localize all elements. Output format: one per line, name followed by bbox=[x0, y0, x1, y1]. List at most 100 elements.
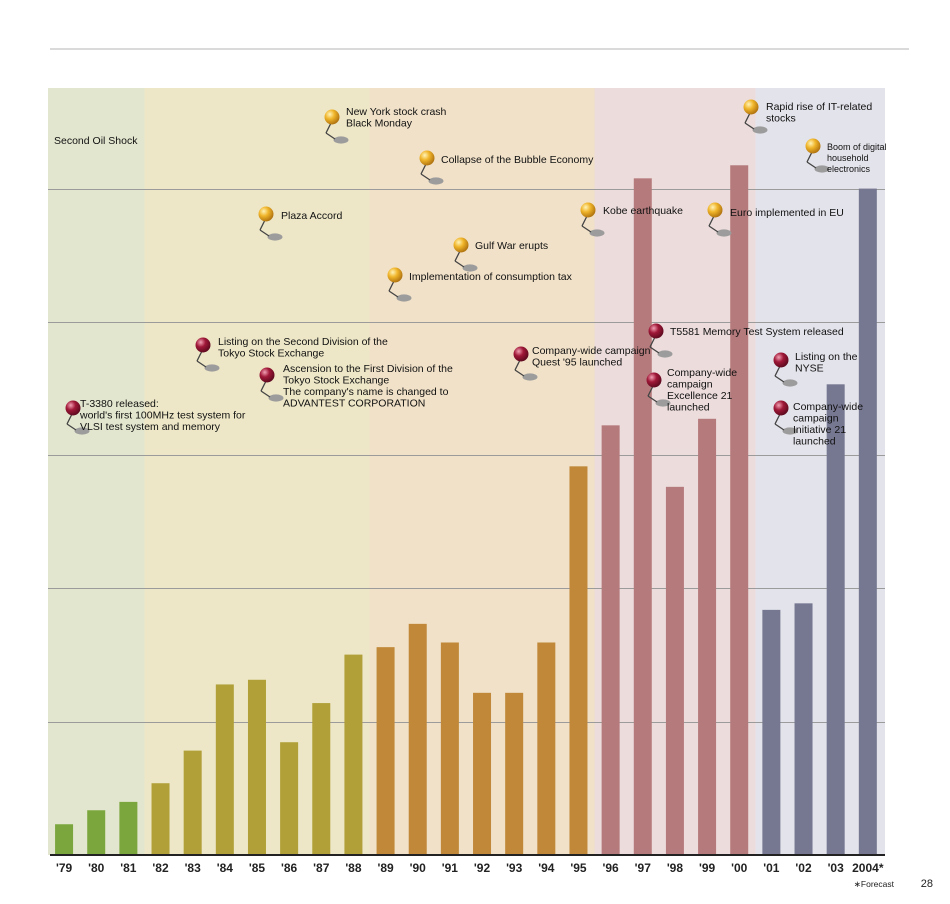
annotation-text-line: Kobe earthquake bbox=[603, 205, 683, 217]
bar-85 bbox=[247, 679, 266, 855]
annotation-text-line: The company's name is changed to bbox=[283, 386, 449, 398]
x-tick-label: '86 bbox=[281, 861, 298, 875]
annotation-text-line: Company-wide campaign bbox=[532, 345, 651, 357]
annotation-text-line: Tokyo Stock Exchange bbox=[283, 375, 389, 387]
annotation-text-line: Excellence 21 bbox=[667, 390, 733, 402]
annotation-text-line: T5581 Memory Test System released bbox=[670, 326, 844, 338]
x-tick-label: '81 bbox=[120, 861, 137, 875]
annotation-text-line: Euro implemented in EU bbox=[730, 207, 844, 219]
annotation-text-line: Implementation of consumption tax bbox=[409, 271, 573, 283]
gold-pushpin-icon bbox=[805, 138, 830, 173]
bar-00 bbox=[730, 165, 749, 856]
gold-pushpin-icon bbox=[258, 206, 283, 241]
annotation-text-line: NYSE bbox=[795, 363, 824, 375]
bar-89 bbox=[376, 647, 395, 855]
annotation-text-line: campaign bbox=[667, 379, 713, 391]
gold-pushpin-icon bbox=[387, 267, 412, 302]
annotation-text-line: Rapid rise of IT-related bbox=[766, 101, 872, 113]
annotation-text-line: Listing on the Second Division of the bbox=[218, 336, 388, 348]
x-tick-label: '96 bbox=[603, 861, 620, 875]
annotation-text-line: Tokyo Stock Exchange bbox=[218, 348, 324, 360]
annotation-text-line: Boom of digital bbox=[827, 142, 887, 152]
annotation-text-line: launched bbox=[667, 402, 710, 414]
x-tick-label: '94 bbox=[538, 861, 555, 875]
gold-pushpin-icon bbox=[419, 150, 444, 185]
bar-03 bbox=[826, 384, 845, 855]
annotation-text-line: Gulf War erupts bbox=[475, 240, 548, 252]
red-pushpin-icon bbox=[65, 400, 90, 435]
annotation-text-line: Company-wide bbox=[793, 401, 863, 413]
bar-02 bbox=[794, 603, 813, 855]
x-tick-label: '88 bbox=[345, 861, 362, 875]
red-pushpin-icon bbox=[259, 367, 284, 402]
gold-pushpin-icon bbox=[453, 237, 478, 272]
annotation-text-line: Quest '95 launched bbox=[532, 357, 622, 369]
annotation-text-line: Plaza Accord bbox=[281, 210, 342, 222]
x-tick-label: '83 bbox=[185, 861, 202, 875]
annotation-text-line: T-3380 released: bbox=[80, 398, 159, 410]
annotation-text-line: Collapse of the Bubble Economy bbox=[441, 154, 594, 166]
x-tick-label: '97 bbox=[635, 861, 652, 875]
annotation-text-line: ADVANTEST CORPORATION bbox=[283, 398, 425, 410]
x-tick-label: '03 bbox=[828, 861, 845, 875]
annotation-plaza-accord: Plaza Accord bbox=[258, 206, 342, 241]
annotation-text-line: stocks bbox=[766, 113, 796, 125]
annotation-second-division: Listing on the Second Division of theTok… bbox=[195, 336, 388, 372]
annotation-gulf-war: Gulf War erupts bbox=[453, 237, 548, 272]
bar-99 bbox=[698, 418, 717, 855]
bar-01 bbox=[762, 609, 781, 855]
annotation-t3380: T-3380 released:world's first 100MHz tes… bbox=[65, 398, 246, 435]
annotation-text-line: Second Oil Shock bbox=[54, 135, 138, 147]
bar-98 bbox=[665, 486, 684, 855]
x-tick-label: '95 bbox=[570, 861, 587, 875]
annotation-text-line: launched bbox=[793, 436, 836, 448]
forecast-footnote: ∗Forecast bbox=[854, 879, 895, 889]
annotation-second-oil-shock: Second Oil Shock bbox=[54, 135, 138, 147]
annotation-first-division: Ascension to the First Division of theTo… bbox=[259, 363, 453, 410]
x-tick-label: '02 bbox=[795, 861, 812, 875]
annotation-t5581: T5581 Memory Test System released bbox=[648, 323, 844, 358]
bars bbox=[55, 165, 877, 856]
annotation-consumption-tax: Implementation of consumption tax bbox=[387, 267, 573, 302]
annotation-text-line: Company-wide bbox=[667, 367, 737, 379]
bar-93 bbox=[505, 692, 524, 855]
annotation-text-line: Initiative 21 bbox=[793, 424, 846, 436]
x-tick-label: '93 bbox=[506, 861, 523, 875]
bar-2004 bbox=[858, 188, 877, 856]
bar-97 bbox=[633, 178, 652, 856]
x-tick-labels: '79 '80 '81 '82 '83 '84 '85 '86 '87 '88 '89 '90 '91 '… bbox=[56, 861, 884, 875]
annotation-euro: Euro implemented in EU bbox=[707, 202, 844, 237]
annotation-text-line: world's first 100MHz test system for bbox=[79, 410, 246, 422]
x-tick-label: '91 bbox=[442, 861, 459, 875]
annotation-text-line: household bbox=[827, 153, 869, 163]
annotation-text-line: electronics bbox=[827, 164, 871, 174]
annotation-text-line: New York stock crash bbox=[346, 106, 447, 118]
x-tick-label: '92 bbox=[474, 861, 491, 875]
bar-95 bbox=[569, 466, 588, 855]
gold-pushpin-icon bbox=[324, 109, 349, 144]
bar-94 bbox=[537, 642, 556, 855]
x-tick-label: '84 bbox=[217, 861, 234, 875]
annotation-text-line: Black Monday bbox=[346, 118, 413, 130]
annotation-text-line: Ascension to the First Division of the bbox=[283, 363, 453, 375]
bar-90 bbox=[408, 623, 427, 855]
red-pushpin-icon bbox=[195, 337, 220, 372]
era-background-bands bbox=[48, 88, 885, 855]
red-pushpin-icon bbox=[773, 400, 798, 435]
bar-91 bbox=[440, 642, 459, 855]
red-pushpin-icon bbox=[648, 323, 673, 358]
x-tick-label: '98 bbox=[667, 861, 684, 875]
bar-86 bbox=[280, 742, 299, 855]
annotation-bubble-collapse: Collapse of the Bubble Economy bbox=[419, 150, 594, 185]
gold-pushpin-icon bbox=[580, 202, 605, 237]
page-number: 28 bbox=[921, 878, 933, 890]
annotation-text-line: VLSI test system and memory bbox=[80, 421, 221, 433]
red-pushpin-icon bbox=[513, 346, 538, 381]
bar-84 bbox=[215, 684, 234, 855]
